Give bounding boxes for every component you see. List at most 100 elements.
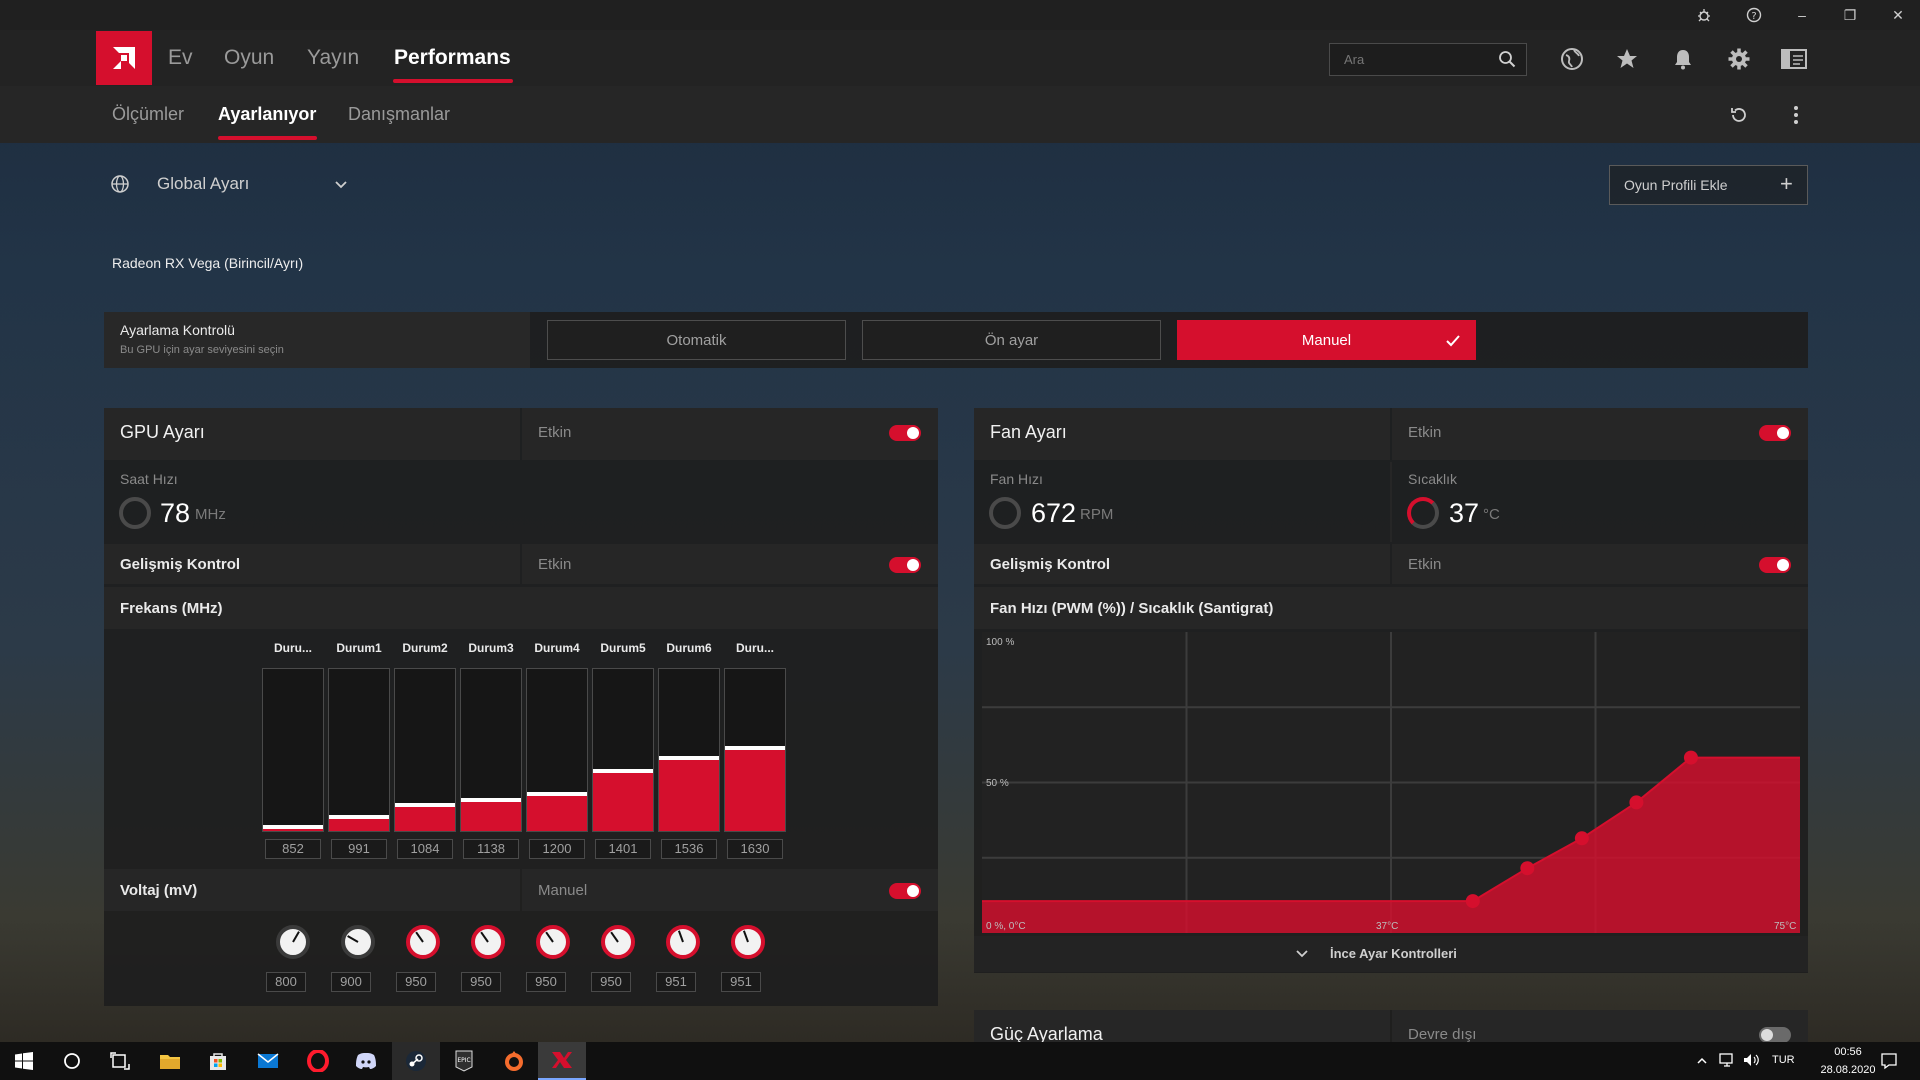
frequency-value-7[interactable]: 1630 [727, 839, 783, 859]
voltage-value-6[interactable]: 951 [656, 972, 696, 992]
nav-tab-home[interactable]: Ev [168, 46, 193, 69]
volume-icon[interactable] [1742, 1052, 1760, 1068]
chevron-down-icon[interactable] [333, 176, 349, 192]
voltage-knob-0[interactable] [276, 925, 310, 959]
frequency-value-6[interactable]: 1536 [661, 839, 717, 859]
windows-start-icon[interactable] [0, 1042, 48, 1080]
gpu-tuning-header [104, 408, 520, 460]
nav-tab-performance[interactable]: Performans [394, 46, 511, 69]
voltage-toggle[interactable] [889, 883, 921, 899]
voltage-knob-7[interactable] [731, 925, 765, 959]
tab-metrics[interactable]: Ölçümler [112, 104, 185, 124]
fan-curve-point-3[interactable] [1629, 795, 1644, 810]
voltage-knob-4[interactable] [536, 925, 570, 959]
gpu-advanced-control-toggle[interactable] [889, 557, 921, 573]
task-view-icon[interactable] [96, 1042, 144, 1080]
fan-curve-point-0[interactable] [1465, 894, 1480, 909]
fan-curve-point-4[interactable] [1683, 750, 1698, 765]
frequency-value-1[interactable]: 991 [331, 839, 387, 859]
action-center-icon[interactable] [1880, 1052, 1898, 1070]
minimize-button[interactable]: – [1798, 7, 1806, 23]
tuning-preset-button[interactable]: Ön ayar [862, 320, 1161, 360]
voltage-knob-5[interactable] [601, 925, 635, 959]
help-icon[interactable]: ? [1730, 0, 1778, 30]
fan-curve-point-2[interactable] [1574, 831, 1589, 846]
fan-curve-point-1[interactable] [1520, 861, 1535, 876]
clock-date[interactable]: 28.08.2020 [1820, 1064, 1876, 1076]
tab-tuning[interactable]: Ayarlanıyor [218, 104, 317, 124]
tuning-automatic-button[interactable]: Otomatik [547, 320, 846, 360]
language-indicator[interactable]: TUR [1772, 1054, 1795, 1066]
frequency-slider-0[interactable] [262, 668, 324, 832]
fan-advanced-control-toggle[interactable] [1759, 557, 1791, 573]
frequency-value-0[interactable]: 852 [265, 839, 321, 859]
frequency-value-5[interactable]: 1401 [595, 839, 651, 859]
file-explorer-icon[interactable] [146, 1042, 194, 1080]
settings-gear-icon[interactable] [1724, 44, 1754, 74]
fan-curve-chart[interactable]: 100 % 50 % 0 %, 0°C 37°C 75°C [982, 632, 1800, 933]
voltage-value-5[interactable]: 950 [591, 972, 631, 992]
temperature-value: 37 [1449, 498, 1480, 528]
fine-tune-controls-label: İnce Ayar Kontrolleri [1330, 946, 1457, 961]
notifications-bell-icon[interactable] [1668, 44, 1698, 74]
search-icon[interactable] [1492, 44, 1522, 74]
power-tuning-title: Güç Ayarlama [990, 1024, 1103, 1044]
opera-icon[interactable] [294, 1042, 342, 1080]
frequency-value-4[interactable]: 1200 [529, 839, 585, 859]
restore-button[interactable]: ❐ [1843, 6, 1857, 23]
add-game-profile-button[interactable]: Oyun Profili Ekle + [1609, 165, 1808, 205]
nav-tab-gaming[interactable]: Oyun [224, 46, 275, 69]
fan-curve-area [982, 757, 1800, 933]
network-icon[interactable] [1718, 1052, 1736, 1068]
gpu-tuning-toggle[interactable] [889, 425, 921, 441]
frequency-slider-3[interactable] [460, 668, 522, 832]
bug-report-icon[interactable] [1680, 0, 1728, 30]
frequency-slider-6[interactable] [658, 668, 720, 832]
clock-time[interactable]: 00:56 [1834, 1046, 1862, 1058]
frequency-slider-7[interactable] [724, 668, 786, 832]
radeon-icon[interactable] [538, 1042, 586, 1080]
fine-tune-controls-row[interactable] [974, 936, 1808, 972]
steam-icon[interactable] [392, 1042, 440, 1080]
voltage-knob-6[interactable] [666, 925, 700, 959]
chart-x-tick-label-0: 37°C [1376, 921, 1398, 932]
clock-speed-gauge [119, 497, 151, 529]
origin-icon[interactable] [490, 1042, 538, 1080]
frequency-slider-4[interactable] [526, 668, 588, 832]
voltage-value-4[interactable]: 950 [526, 972, 566, 992]
close-button[interactable]: ✕ [1892, 6, 1904, 23]
frequency-value-3[interactable]: 1138 [463, 839, 519, 859]
voltage-value-1[interactable]: 900 [331, 972, 371, 992]
voltage-value-2[interactable]: 950 [396, 972, 436, 992]
fan-tuning-toggle[interactable] [1759, 425, 1791, 441]
voltage-value-3[interactable]: 950 [461, 972, 501, 992]
frequency-slider-1[interactable] [328, 668, 390, 832]
search-input[interactable] [1329, 43, 1527, 76]
profile-dropdown[interactable]: Global Ayarı [157, 174, 250, 193]
voltage-knob-2[interactable] [406, 925, 440, 959]
voltage-value-7[interactable]: 951 [721, 972, 761, 992]
frequency-slider-2[interactable] [394, 668, 456, 832]
nav-tab-streaming[interactable]: Yayın [307, 46, 360, 69]
frequency-slider-5[interactable] [592, 668, 654, 832]
voltage-knob-1[interactable] [341, 925, 375, 959]
power-tuning-toggle[interactable] [1759, 1027, 1791, 1043]
voltage-knob-3[interactable] [471, 925, 505, 959]
discord-icon[interactable] [342, 1042, 390, 1080]
tuning-manual-button[interactable]: Manuel [1177, 320, 1476, 360]
store-icon[interactable] [194, 1042, 242, 1080]
globe-icon[interactable] [1557, 44, 1587, 74]
frequency-value-2[interactable]: 1084 [397, 839, 453, 859]
favorites-star-icon[interactable] [1612, 44, 1642, 74]
chevron-up-icon[interactable] [1696, 1054, 1708, 1066]
more-options-icon[interactable] [1781, 100, 1811, 130]
reset-icon[interactable] [1724, 100, 1754, 130]
fan-enabled-label: Etkin [1408, 424, 1442, 441]
search-circle-icon[interactable] [48, 1042, 96, 1080]
amd-logo[interactable] [96, 31, 152, 85]
tab-advisors[interactable]: Danışmanlar [348, 104, 451, 124]
epic-games-icon[interactable]: EPIC [440, 1042, 488, 1080]
mail-icon[interactable] [244, 1042, 292, 1080]
voltage-value-0[interactable]: 800 [266, 972, 306, 992]
sidebar-panel-icon[interactable] [1779, 44, 1809, 74]
